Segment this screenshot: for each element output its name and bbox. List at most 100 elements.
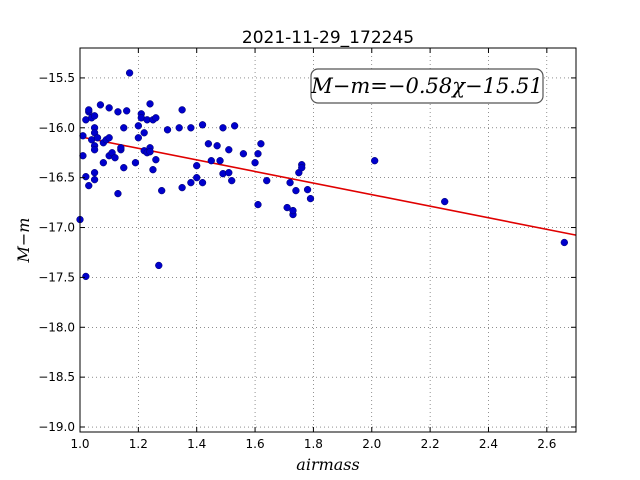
x-tick-label: 2.2 xyxy=(421,437,440,451)
plot-frame xyxy=(79,47,577,433)
data-point xyxy=(193,174,201,182)
data-point xyxy=(441,197,449,206)
data-point xyxy=(263,177,271,185)
ticks-layer xyxy=(79,48,576,432)
data-point xyxy=(254,200,262,209)
data-point xyxy=(79,132,87,140)
y-tick-label: −18.5 xyxy=(38,370,75,384)
data-point xyxy=(134,134,143,142)
data-point xyxy=(93,134,102,142)
data-point xyxy=(187,178,195,187)
data-point xyxy=(140,129,148,137)
data-point xyxy=(251,159,259,167)
data-point xyxy=(178,183,186,192)
data-point xyxy=(134,122,143,130)
data-point xyxy=(178,106,186,114)
chart-title: 2021-11-29_172245 xyxy=(242,28,414,48)
data-point xyxy=(158,186,166,195)
data-point xyxy=(123,107,131,115)
data-point xyxy=(85,181,93,190)
y-tick-label: −16.0 xyxy=(38,121,75,135)
data-point xyxy=(283,203,291,212)
data-point xyxy=(120,164,128,172)
data-point xyxy=(289,206,297,215)
data-point xyxy=(146,100,154,108)
data-point xyxy=(306,194,315,203)
data-point xyxy=(230,122,239,130)
data-point xyxy=(163,126,172,134)
x-tick-label: 2.4 xyxy=(479,437,498,451)
data-point xyxy=(303,185,312,194)
data-point xyxy=(198,178,207,187)
data-point xyxy=(149,166,157,174)
x-tick-label: 1.8 xyxy=(304,437,323,451)
data-point xyxy=(228,177,236,185)
data-point xyxy=(125,69,134,77)
y-tick-label: −15.5 xyxy=(38,71,75,85)
data-point xyxy=(257,140,265,148)
data-point xyxy=(96,101,105,109)
data-point xyxy=(99,159,107,167)
x-axis-label: airmass xyxy=(296,455,359,474)
data-point xyxy=(85,106,93,114)
y-axis-label: M−m xyxy=(14,218,33,264)
data-point xyxy=(114,108,122,116)
x-tick-label: 2.6 xyxy=(537,437,556,451)
y-tick-label: −16.5 xyxy=(38,171,75,185)
data-point xyxy=(292,186,300,195)
y-tick-labels: −15.5 −16.0 −16.5 −17.0 −17.5 −18.0 −18.5 −19.0 xyxy=(38,71,75,434)
data-point xyxy=(105,104,113,112)
data-point xyxy=(90,112,99,120)
data-point xyxy=(207,157,215,165)
data-point xyxy=(82,272,90,281)
x-tick-label: 1.2 xyxy=(129,437,148,451)
data-point xyxy=(213,142,221,150)
data-point xyxy=(152,114,160,122)
data-point xyxy=(204,140,213,148)
data-point xyxy=(131,159,140,167)
data-point xyxy=(225,169,233,177)
data-point xyxy=(254,150,262,158)
fit-layer xyxy=(79,135,577,236)
x-tick-label: 2.0 xyxy=(362,437,381,451)
data-point xyxy=(298,164,306,172)
y-tick-label: −19.0 xyxy=(38,420,75,434)
data-point xyxy=(105,134,113,142)
fit-annotation-box xyxy=(310,68,544,104)
y-tick-label: −17.5 xyxy=(38,270,75,284)
data-point xyxy=(146,148,154,156)
data-point xyxy=(216,157,224,165)
x-tick-labels: 1.0 1.2 1.4 1.6 1.8 2.0 2.2 2.4 2.6 xyxy=(70,437,556,451)
points-layer xyxy=(76,69,568,281)
data-point xyxy=(193,162,201,170)
data-point xyxy=(371,157,379,165)
data-point xyxy=(286,178,294,187)
data-point xyxy=(82,173,90,181)
data-point xyxy=(219,124,227,132)
data-point xyxy=(187,124,195,132)
data-point xyxy=(152,156,160,164)
data-point xyxy=(175,124,183,132)
data-point xyxy=(239,150,248,158)
fit-annotation: M−m=−0.58χ−15.51 xyxy=(310,68,544,104)
data-point xyxy=(114,189,122,198)
grid-layer xyxy=(79,48,576,432)
x-tick-label: 1.0 xyxy=(70,437,89,451)
x-tick-label: 1.4 xyxy=(187,437,206,451)
y-tick-label: −17.0 xyxy=(38,221,75,235)
fit-line xyxy=(79,135,577,236)
x-tick-label: 1.6 xyxy=(246,437,265,451)
fit-annotation-text: M−m=−0.58χ−15.51 xyxy=(310,74,542,98)
data-point xyxy=(90,146,99,154)
data-point xyxy=(111,154,119,162)
data-point xyxy=(225,146,233,154)
data-point xyxy=(90,176,99,184)
data-point xyxy=(117,144,125,152)
data-point xyxy=(560,238,568,247)
data-point xyxy=(79,152,87,160)
data-point xyxy=(198,121,207,129)
data-point xyxy=(90,169,99,177)
y-tick-label: −18.0 xyxy=(38,320,75,334)
data-point xyxy=(120,124,128,132)
